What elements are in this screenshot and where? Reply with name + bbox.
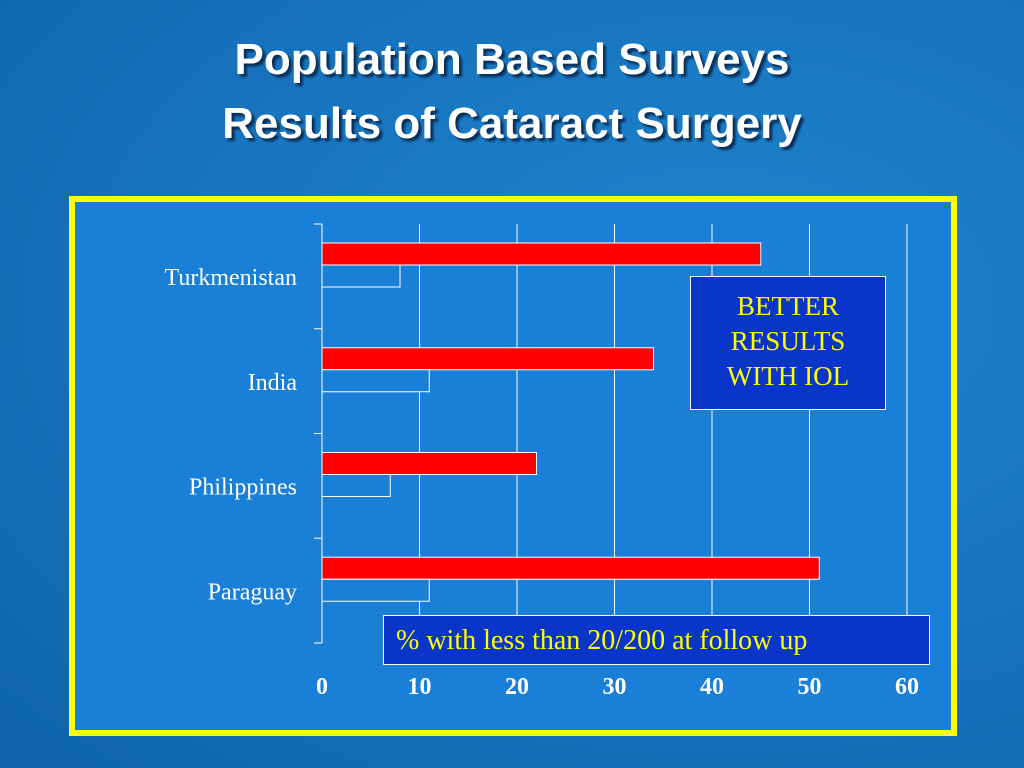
bar-red — [321, 556, 820, 580]
callout-line-1: BETTER — [737, 291, 839, 321]
bar-red — [321, 452, 537, 475]
bar-red — [321, 242, 762, 266]
category-label: Paraguay — [208, 579, 297, 605]
legend-box: % with less than 20/200 at follow up — [383, 615, 930, 665]
category-label: Turkmenistan — [165, 265, 297, 291]
x-tick-label: 20 — [505, 674, 529, 700]
callout-line-2: RESULTS — [730, 326, 846, 356]
bar-outline — [321, 578, 430, 602]
x-tick-label: 10 — [408, 674, 432, 700]
bar-outline — [321, 369, 430, 393]
x-tick-label: 30 — [603, 674, 627, 700]
slide-title-line-1: Population Based Surveys — [234, 35, 790, 84]
bar-outline — [321, 474, 391, 497]
bar-outline — [321, 264, 401, 288]
callout-line-3: WITH IOL — [726, 361, 850, 391]
x-tick-label: 60 — [895, 674, 919, 700]
better-results-callout: BETTER RESULTS WITH IOL — [690, 276, 886, 410]
category-label: Philippines — [189, 475, 297, 501]
x-tick-label: 40 — [700, 674, 724, 700]
x-tick-label: 50 — [798, 674, 822, 700]
slide-title-line-2: Results of Cataract Surgery — [222, 99, 802, 148]
category-label: India — [248, 370, 298, 396]
x-tick-label: 0 — [316, 674, 328, 700]
bar-red — [321, 347, 654, 371]
